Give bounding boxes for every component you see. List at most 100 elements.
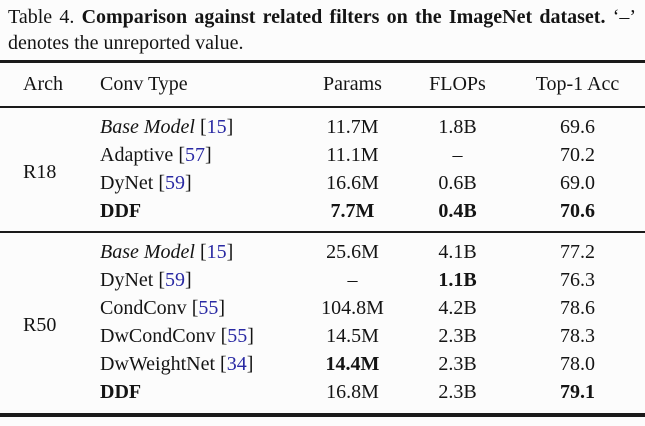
params-cell: 11.7M <box>326 115 379 138</box>
acc-cell: 78.0 <box>560 352 595 375</box>
citation-bracket: [ <box>199 115 207 138</box>
params-cell: 104.8M <box>321 296 384 319</box>
conv-name: DDF <box>100 380 142 403</box>
citation-link[interactable]: [34] <box>220 353 253 375</box>
citation-bracket: ] <box>246 352 254 375</box>
flops-cell: 2.3B <box>438 352 477 375</box>
params-cell: 16.6M <box>326 171 379 194</box>
citation-number: 34 <box>226 352 247 375</box>
citation-bracket: [ <box>178 143 185 166</box>
citation-link[interactable]: [55] <box>221 325 254 347</box>
conv-name: DyNet <box>100 268 154 291</box>
table-row: DDF 7.7M 0.4B 70.6 <box>0 197 645 232</box>
table-row: CondConv [55] 104.8M 4.2B 78.6 <box>0 294 645 322</box>
params-cell: 25.6M <box>326 240 379 263</box>
citation-bracket: [ <box>220 324 228 347</box>
citation-link[interactable]: [15] <box>200 116 233 138</box>
citation-number: 15 <box>206 240 227 263</box>
acc-cell: 76.3 <box>560 268 595 291</box>
citation-bracket: ] <box>226 240 234 263</box>
conv-type-cell: Adaptive [57] <box>88 141 300 169</box>
conv-type-cell: DwWeightNet [34] <box>88 350 300 378</box>
conv-type-cell: Base Model [15] <box>88 232 300 266</box>
citation-bracket: [ <box>191 296 199 319</box>
citation-bracket: ] <box>185 171 192 194</box>
group-r50: R50 Base Model [15] 25.6M 4.1B 77.2 DyNet… <box>0 232 645 415</box>
comparison-table: Arch Conv Type Params FLOPs Top-1 Acc R1… <box>0 60 645 417</box>
flops-cell: 2.3B <box>438 324 477 347</box>
acc-cell: 69.6 <box>560 115 595 138</box>
citation-bracket: [ <box>158 171 165 194</box>
flops-cell: 0.6B <box>438 171 477 194</box>
citation-bracket: ] <box>226 115 234 138</box>
citation-number: 59 <box>165 171 185 194</box>
params-cell: – <box>347 268 358 291</box>
conv-type-cell: DDF <box>88 197 300 232</box>
acc-cell: 79.1 <box>560 380 595 403</box>
citation-bracket: [ <box>158 268 165 291</box>
table-row: Adaptive [57] 11.1M – 70.2 <box>0 141 645 169</box>
citation-link[interactable]: [57] <box>178 144 211 166</box>
col-header-flops: FLOPs <box>405 61 510 108</box>
citation-bracket: ] <box>218 296 226 319</box>
params-cell: 16.8M <box>326 380 379 403</box>
arch-cell: R50 <box>23 314 57 336</box>
conv-name: Base Model <box>100 115 195 138</box>
acc-cell: 69.0 <box>560 171 595 194</box>
conv-name: DDF <box>100 199 142 222</box>
citation-link[interactable]: [55] <box>192 297 225 319</box>
conv-name: DyNet <box>100 171 154 194</box>
col-header-params: Params <box>300 61 405 108</box>
conv-type-cell: Base Model [15] <box>88 107 300 141</box>
citation-link[interactable]: [59] <box>158 269 191 291</box>
conv-type-cell: DDF <box>88 378 300 415</box>
conv-type-cell: CondConv [55] <box>88 294 300 322</box>
caption-label: Table 4. <box>8 6 75 28</box>
citation-number: 55 <box>227 324 248 347</box>
acc-cell: 70.2 <box>560 143 595 166</box>
conv-name: Adaptive <box>100 143 174 166</box>
paper-page: Table 4. Comparison against related filt… <box>0 4 645 417</box>
citation-number: 15 <box>206 115 227 138</box>
conv-type-cell: DyNet [59] <box>88 266 300 294</box>
table-row: DwWeightNet [34] 14.4M 2.3B 78.0 <box>0 350 645 378</box>
table-row: DDF 16.8M 2.3B 79.1 <box>0 378 645 415</box>
table-caption: Table 4. Comparison against related filt… <box>8 4 636 56</box>
table-header: Arch Conv Type Params FLOPs Top-1 Acc <box>0 61 645 108</box>
table-row: R18 Base Model [15] 11.7M 1.8B 69.6 <box>0 107 645 183</box>
arch-cell: R18 <box>23 160 57 183</box>
flops-cell: 1.1B <box>438 268 477 291</box>
acc-cell: 78.3 <box>560 324 595 347</box>
params-cell: 14.4M <box>325 352 380 375</box>
params-cell: 14.5M <box>326 324 379 347</box>
conv-name: Base Model <box>100 240 195 263</box>
conv-type-cell: DwCondConv [55] <box>88 322 300 350</box>
col-header-conv-type: Conv Type <box>88 61 300 108</box>
table-row: R50 Base Model [15] 25.6M 4.1B 77.2 <box>0 232 645 337</box>
flops-cell: – <box>452 143 463 166</box>
acc-cell: 78.6 <box>560 296 595 319</box>
params-cell: 7.7M <box>330 199 375 222</box>
col-header-arch: Arch <box>0 61 88 108</box>
flops-cell: 4.2B <box>438 296 477 319</box>
citation-number: 57 <box>184 143 205 166</box>
citation-link[interactable]: [59] <box>158 172 191 194</box>
citation-link[interactable]: [15] <box>200 241 233 263</box>
conv-type-cell: DyNet [59] <box>88 169 300 197</box>
acc-cell: 70.6 <box>560 199 595 222</box>
flops-cell: 2.3B <box>438 380 477 403</box>
citation-bracket: [ <box>199 240 207 263</box>
flops-cell: 0.4B <box>438 199 477 222</box>
citation-bracket: ] <box>204 143 212 166</box>
conv-name: DwCondConv <box>100 324 216 347</box>
caption-rest: ‘–’ denotes the unreported value. <box>8 6 637 54</box>
caption-bold-text: Comparison against related filters on th… <box>81 6 606 28</box>
acc-cell: 77.2 <box>560 240 595 263</box>
conv-name: CondConv <box>100 296 187 319</box>
flops-cell: 1.8B <box>438 115 477 138</box>
table-row: DyNet [59] – 1.1B 76.3 <box>0 266 645 294</box>
table-row: DyNet [59] 16.6M 0.6B 69.0 <box>0 169 645 197</box>
header-row: Arch Conv Type Params FLOPs Top-1 Acc <box>0 61 645 108</box>
citation-number: 55 <box>198 296 219 319</box>
group-r18: R18 Base Model [15] 11.7M 1.8B 69.6 Adapt… <box>0 107 645 232</box>
